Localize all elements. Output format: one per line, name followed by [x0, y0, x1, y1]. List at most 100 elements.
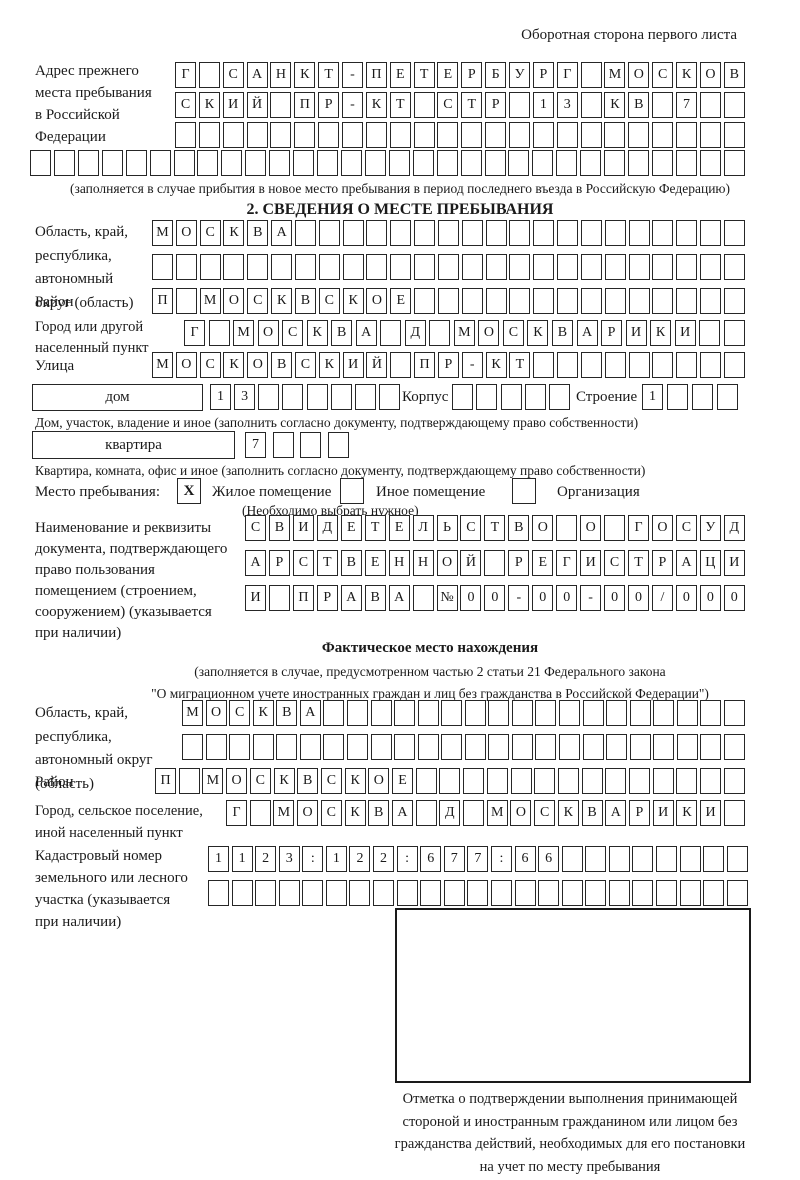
form-cell-empty [346, 700, 368, 726]
form-cell-filled: - [342, 92, 364, 118]
form-cell-empty [628, 288, 650, 314]
form-cell-empty [364, 150, 386, 176]
form-cell-empty [486, 768, 508, 794]
form-cell-empty [414, 254, 436, 280]
document-label: Наименование и реквизиты документа, подт… [35, 520, 228, 641]
choose-note: (Необходимо выбрать нужное) [242, 503, 419, 518]
form-cell-filled: Е [390, 288, 412, 314]
form-cell-filled: А [355, 320, 377, 346]
form-cell-empty [679, 846, 701, 872]
form-cell-filled: М [199, 288, 221, 314]
form-cell-filled: О [205, 700, 227, 726]
form-cell-empty [509, 220, 531, 246]
form-cell-filled: 0 [460, 585, 482, 611]
form-cell-empty [300, 432, 322, 458]
form-cell-filled: Л [412, 515, 434, 541]
form-cell-filled: Т [316, 550, 338, 576]
form-cell-empty [229, 734, 251, 760]
region2-row2 [182, 734, 745, 760]
form-cell-filled: А [271, 220, 293, 246]
form-cell-filled: В [294, 288, 316, 314]
form-cell-filled: 7 [676, 92, 698, 118]
form-cell-empty [608, 846, 630, 872]
form-cell-filled: 2 [255, 846, 277, 872]
form-cell-empty [723, 734, 745, 760]
form-cell-empty [653, 700, 675, 726]
form-cell-empty [676, 254, 698, 280]
form-cell-empty [509, 92, 531, 118]
form-cell-empty [464, 700, 486, 726]
form-cell-empty [557, 288, 579, 314]
form-cell-empty [318, 122, 340, 148]
other-premises-label: Иное помещение [376, 484, 486, 500]
form-cell-empty [485, 122, 507, 148]
form-cell-empty [231, 880, 253, 906]
form-cell-filled: К [223, 220, 245, 246]
form-cell-empty [252, 734, 274, 760]
form-cell-empty [556, 515, 578, 541]
form-cell-filled: К [306, 320, 328, 346]
form-cell-filled: В [628, 92, 650, 118]
form-cell-empty [370, 734, 392, 760]
form-cell-filled: 0 [699, 585, 721, 611]
form-cell-filled: 0 [484, 585, 506, 611]
form-cell-empty [282, 384, 304, 410]
form-cell-empty [580, 92, 602, 118]
form-cell-empty [318, 220, 340, 246]
cadastre-row2 [208, 880, 748, 906]
form-cell-filled: И [580, 550, 602, 576]
city2-label: Город, сельское поселение, иной населенн… [35, 803, 203, 841]
form-cell-empty [604, 150, 626, 176]
form-cell-empty [676, 288, 698, 314]
form-cell-empty [378, 384, 400, 410]
form-cell-empty [373, 880, 395, 906]
form-cell-filled: К [223, 352, 245, 378]
form-cell-empty [198, 122, 220, 148]
house-note: Дом, участок, владение и иное (заполнить… [35, 415, 639, 430]
form-cell-filled: С [675, 515, 697, 541]
form-cell-empty [388, 150, 410, 176]
form-cell-empty [223, 254, 245, 280]
form-cell-filled: А [340, 585, 362, 611]
form-cell-filled: Р [651, 550, 673, 576]
form-cell-filled: О [580, 515, 602, 541]
form-cell-filled: С [502, 320, 524, 346]
prev-address-note: (заполняется в случае прибытия в новое м… [69, 181, 731, 196]
form-cell-empty [370, 700, 392, 726]
form-cell-filled: М [453, 320, 475, 346]
form-cell-filled: Й [366, 352, 388, 378]
form-cell-filled: / [651, 585, 673, 611]
form-cell-filled: 1 [532, 92, 554, 118]
form-cell-empty [652, 122, 674, 148]
form-cell-filled: А [576, 320, 598, 346]
prev-address-label: Адрес прежнего места пребывания в Россий… [35, 63, 152, 145]
form-cell-empty [585, 846, 607, 872]
form-cell-empty [676, 352, 698, 378]
form-cell-empty [182, 734, 203, 760]
form-cell-empty [175, 288, 197, 314]
form-cell-empty [604, 122, 626, 148]
structure-number-row: 1 [642, 384, 738, 410]
form-cell-filled: Р [461, 62, 483, 88]
form-cell-empty [221, 150, 243, 176]
form-cell-filled: В [551, 320, 573, 346]
form-cell-empty [509, 288, 531, 314]
form-cell-filled: 3 [234, 384, 256, 410]
form-cell-filled: М [273, 800, 295, 826]
form-cell-filled: О [651, 515, 673, 541]
form-cell-filled: В [508, 515, 530, 541]
form-cell-empty [699, 122, 721, 148]
cadastre-label: Кадастровый номер земельного или лесного… [35, 848, 188, 930]
form-cell-empty [723, 220, 745, 246]
form-cell-empty [557, 352, 579, 378]
form-cell-empty [561, 846, 583, 872]
form-cell-empty [178, 768, 200, 794]
form-cell-empty [509, 254, 531, 280]
form-cell-empty [652, 220, 674, 246]
form-cell-empty [413, 122, 435, 148]
form-cell-filled: С [292, 550, 314, 576]
form-cell-empty [511, 700, 533, 726]
